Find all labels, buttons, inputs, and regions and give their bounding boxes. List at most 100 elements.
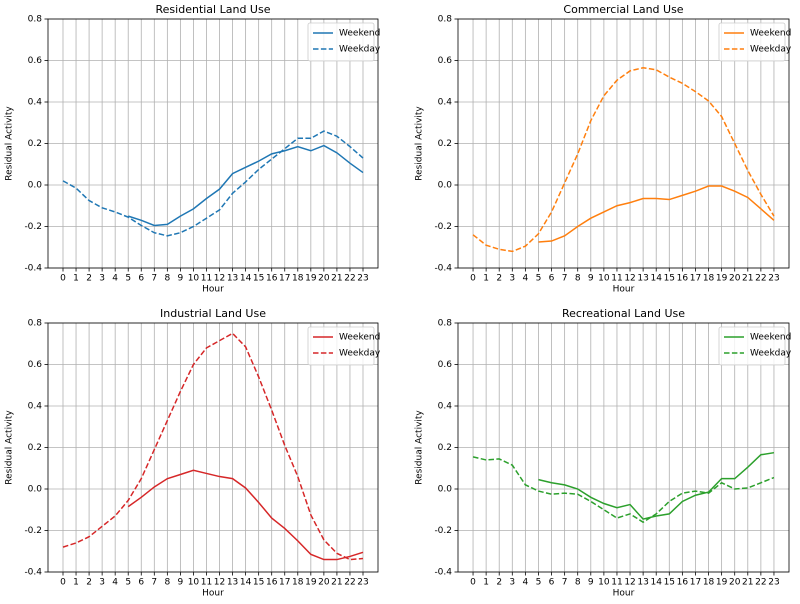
y-tick-label: -0.2 [24,222,42,232]
y-tick-label: 0.6 [438,360,453,370]
x-tick-label: 10 [598,578,610,588]
y-tick-label: -0.2 [434,526,452,536]
subplot: 0 1 2 3 4 5 6 7 8 9 10 11 12 13 14 15 16 17 18 19 20 21 22 23-0… [415,3,792,295]
axes-frame [457,322,790,573]
x-tick-label: 9 [588,274,594,284]
x-axis-label: Hour [202,285,224,295]
x-tick-label: 6 [549,578,555,588]
x-tick-label: 10 [188,578,200,588]
x-tick-label: 13 [637,578,648,588]
legend: Weekend Weekday [307,22,381,62]
x-tick-label: 17 [690,578,701,588]
x-tick-label: 6 [138,274,144,284]
x-tick-label: 18 [703,578,715,588]
y-axis-label: Residual Activity [415,410,425,485]
y-tick-label: 0.0 [438,485,453,495]
x-tick-label: 11 [611,578,622,588]
x-axis-label: Hour [613,589,635,599]
x-tick-label: 0 [470,578,476,588]
x-tick-label: 7 [562,274,568,284]
x-tick-label: 10 [598,274,610,284]
data-line [62,332,364,561]
x-tick-label: 16 [266,274,278,284]
y-tick-label: 0.6 [438,56,453,66]
x-tick-label: 19 [716,578,728,588]
x-tick-label: 6 [138,578,144,588]
y-tick-label: 0.8 [28,319,43,329]
x-tick-label: 20 [729,578,741,588]
x-tick-label: 4 [112,578,118,588]
x-tick-label: 23 [357,578,368,588]
legend-label: Weekday [339,349,381,359]
x-tick-label: 7 [151,274,157,284]
x-tick-label: 21 [742,274,753,284]
data-line [127,144,364,227]
x-tick-label: 5 [125,274,131,284]
x-tick-label: 17 [690,274,701,284]
legend: Weekend Weekday [718,326,792,366]
y-tick-label: 0.8 [438,15,453,25]
x-tick-label: 22 [344,274,355,284]
x-tick-label: 15 [253,578,264,588]
x-tick-label: 16 [677,274,689,284]
x-tick-label: 1 [73,578,79,588]
x-tick-label: 15 [664,578,675,588]
x-tick-label: 20 [318,274,330,284]
x-tick-label: 21 [742,578,753,588]
y-tick-label: -0.2 [434,222,452,232]
x-tick-label: 18 [292,274,304,284]
x-tick-label: 3 [99,578,105,588]
x-tick-label: 1 [483,578,489,588]
x-tick-label: 16 [677,578,689,588]
chart-title: Residential Land Use [156,3,271,16]
y-tick-label: 0.6 [28,360,43,370]
subplot: 0 1 2 3 4 5 6 7 8 9 10 11 12 13 14 15 16 17 18 19 20 21 22 23-0… [5,307,381,599]
data-line [538,451,775,520]
x-tick-label: 3 [509,274,515,284]
x-tick-label: 7 [562,578,568,588]
x-tick-label: 4 [523,274,529,284]
legend-label: Weekday [750,45,792,55]
x-tick-label: 2 [86,274,92,284]
legend-label: Weekend [750,29,791,39]
y-tick-label: 0.8 [28,15,43,25]
x-tick-label: 5 [536,274,542,284]
x-tick-label: 19 [716,274,728,284]
y-tick-label: 0.0 [438,181,453,191]
x-tick-label: 12 [624,578,635,588]
x-tick-label: 5 [536,578,542,588]
x-tick-label: 22 [755,274,766,284]
x-tick-label: 16 [266,578,278,588]
x-tick-label: 8 [164,274,170,284]
x-tick-label: 10 [188,274,200,284]
x-tick-label: 6 [549,274,555,284]
x-tick-label: 17 [279,578,290,588]
x-tick-label: 14 [240,274,252,284]
y-tick-label: 0.2 [438,443,452,453]
legend: Weekend Weekday [718,22,792,62]
x-tick-label: 8 [164,578,170,588]
data-line [62,130,364,237]
y-tick-label: -0.4 [24,568,42,578]
x-tick-label: 2 [496,274,502,284]
chart-title: Recreational Land Use [562,307,685,320]
x-tick-label: 4 [112,274,118,284]
y-tick-label: -0.2 [24,526,42,536]
x-tick-label: 0 [60,578,66,588]
chart-title: Commercial Land Use [563,3,683,16]
axes-frame [47,18,379,269]
x-tick-label: 17 [279,274,290,284]
x-tick-label: 21 [331,578,342,588]
x-tick-label: 13 [227,274,238,284]
x-tick-label: 4 [523,578,529,588]
y-tick-label: -0.4 [434,568,452,578]
axes-frame [457,18,790,269]
x-tick-label: 18 [703,274,715,284]
axes-frame [47,322,379,573]
x-tick-label: 23 [768,578,779,588]
x-tick-label: 22 [755,578,766,588]
x-tick-label: 0 [60,274,66,284]
y-axis-label: Residual Activity [5,106,15,181]
legend-label: Weekend [339,333,380,343]
